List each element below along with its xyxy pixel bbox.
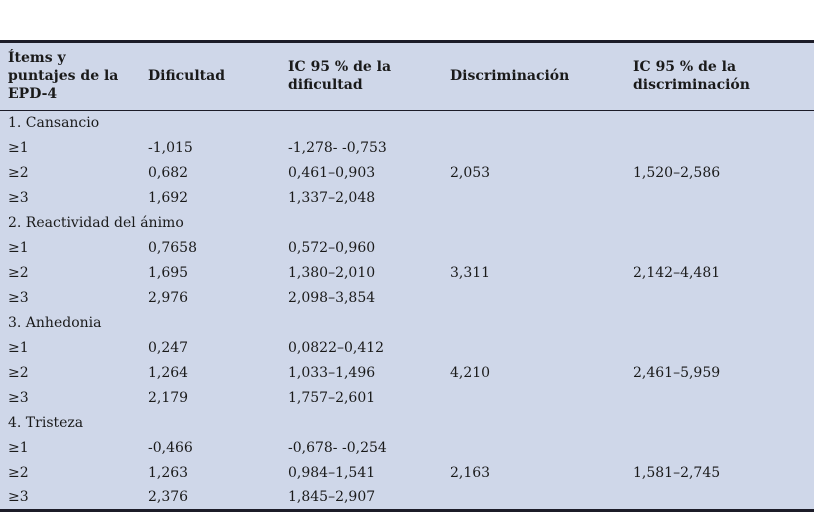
cell-dificultad: 1,692 xyxy=(148,189,189,206)
cell-dificultad: 0,247 xyxy=(148,339,189,356)
cell-item: ≥1 xyxy=(8,239,29,256)
table-row: ≥2 0,682 0,461–0,903 2,053 1,520–2,586 xyxy=(0,160,814,185)
cell-ic_discriminacion xyxy=(625,185,814,210)
category-label: 4. Tristeza xyxy=(8,414,84,431)
cell-ic_discriminacion xyxy=(625,285,814,310)
cell-discriminacion xyxy=(442,485,625,510)
table-row: ≥1 -1,015 -1,278- -0,753 xyxy=(0,135,814,160)
table-row: ≥2 1,695 1,380–2,010 3,311 2,142–4,481 xyxy=(0,260,814,285)
cell-ic_dificultad: 1,033–1,496 xyxy=(288,364,376,381)
cell-dificultad: 2,179 xyxy=(148,389,189,406)
cell-dificultad: 0,682 xyxy=(148,164,189,181)
cell-ic_discriminacion: 2,461–5,959 xyxy=(633,364,721,381)
table-row: ≥3 2,179 1,757–2,601 xyxy=(0,385,814,410)
cell-ic_dificultad: 0,572–0,960 xyxy=(288,239,376,256)
cell-ic_dificultad: 0,984–1,541 xyxy=(288,464,376,481)
header-ic-discriminacion: IC 95 % de la discriminación xyxy=(625,41,814,111)
cell-item: ≥1 xyxy=(8,139,29,156)
cell-ic_discriminacion xyxy=(625,335,814,360)
cell-dificultad: -1,015 xyxy=(148,139,193,156)
table-header: Ítems y puntajes de la EPD-4 Dificultad … xyxy=(0,41,814,111)
cell-ic_discriminacion xyxy=(625,385,814,410)
cell-discriminacion: 2,053 xyxy=(450,164,491,181)
table-row: ≥2 1,264 1,033–1,496 4,210 2,461–5,959 xyxy=(0,360,814,385)
header-dificultad: Dificultad xyxy=(140,41,280,111)
cell-ic_dificultad: 1,845–2,907 xyxy=(288,488,376,505)
cell-ic_discriminacion xyxy=(625,435,814,460)
category-row: 4. Tristeza xyxy=(0,410,814,435)
header-row: Ítems y puntajes de la EPD-4 Dificultad … xyxy=(0,41,814,111)
cell-dificultad: 2,376 xyxy=(148,488,189,505)
table-row: ≥2 1,263 0,984–1,541 2,163 1,581–2,745 xyxy=(0,460,814,485)
cell-dificultad: 1,695 xyxy=(148,264,189,281)
cell-dificultad: 2,976 xyxy=(148,289,189,306)
cell-item: ≥2 xyxy=(8,264,29,281)
header-items: Ítems y puntajes de la EPD-4 xyxy=(0,41,140,111)
table-body: 1. Cansancio ≥1 -1,015 -1,278- -0,753 ≥2 0,68… xyxy=(0,110,814,510)
cell-item: ≥1 xyxy=(8,339,29,356)
cell-ic_dificultad: 1,380–2,010 xyxy=(288,264,376,281)
cell-ic_dificultad: 0,461–0,903 xyxy=(288,164,376,181)
header-discriminacion: Discriminación xyxy=(442,41,625,111)
header-ic-dificultad: IC 95 % de la dificultad xyxy=(280,41,442,111)
category-row: 1. Cansancio xyxy=(0,110,814,135)
cell-item: ≥1 xyxy=(8,439,29,456)
category-row: 3. Anhedonia xyxy=(0,310,814,335)
cell-item: ≥3 xyxy=(8,189,29,206)
cell-discriminacion xyxy=(442,385,625,410)
cell-dificultad: 1,264 xyxy=(148,364,189,381)
category-label: 3. Anhedonia xyxy=(8,314,102,331)
cell-discriminacion xyxy=(442,185,625,210)
cell-ic_discriminacion xyxy=(625,235,814,260)
table-row: ≥3 2,376 1,845–2,907 xyxy=(0,485,814,510)
cell-ic_dificultad: 1,337–2,048 xyxy=(288,189,376,206)
cell-ic_discriminacion xyxy=(625,135,814,160)
category-label: 2. Reactividad del ánimo xyxy=(8,214,184,231)
cell-discriminacion: 2,163 xyxy=(450,464,491,481)
irt-parameters-table-wrap: Ítems y puntajes de la EPD-4 Dificultad … xyxy=(0,40,814,512)
cell-item: ≥2 xyxy=(8,364,29,381)
cell-item: ≥3 xyxy=(8,289,29,306)
table-row: ≥1 0,247 0,0822–0,412 xyxy=(0,335,814,360)
table-row: ≥3 2,976 2,098–3,854 xyxy=(0,285,814,310)
cell-ic_dificultad: -1,278- -0,753 xyxy=(288,139,387,156)
cell-dificultad: 1,263 xyxy=(148,464,189,481)
cell-dificultad: -0,466 xyxy=(148,439,193,456)
category-row: 2. Reactividad del ánimo xyxy=(0,210,814,235)
cell-item: ≥2 xyxy=(8,464,29,481)
cell-ic_discriminacion: 2,142–4,481 xyxy=(633,264,721,281)
cell-item: ≥3 xyxy=(8,488,29,505)
table-row: ≥1 -0,466 -0,678- -0,254 xyxy=(0,435,814,460)
cell-ic_dificultad: -0,678- -0,254 xyxy=(288,439,387,456)
table-row: ≥3 1,692 1,337–2,048 xyxy=(0,185,814,210)
cell-ic_dificultad: 1,757–2,601 xyxy=(288,389,376,406)
cell-ic_dificultad: 2,098–3,854 xyxy=(288,289,376,306)
cell-dificultad: 0,7658 xyxy=(148,239,197,256)
cell-item: ≥2 xyxy=(8,164,29,181)
cell-discriminacion xyxy=(442,135,625,160)
irt-parameters-table: Ítems y puntajes de la EPD-4 Dificultad … xyxy=(0,40,814,512)
cell-discriminacion: 3,311 xyxy=(450,264,491,281)
cell-discriminacion xyxy=(442,435,625,460)
category-label: 1. Cansancio xyxy=(8,114,100,131)
cell-item: ≥3 xyxy=(8,389,29,406)
cell-ic_discriminacion xyxy=(625,485,814,510)
cell-ic_discriminacion: 1,581–2,745 xyxy=(633,464,721,481)
cell-discriminacion xyxy=(442,285,625,310)
cell-discriminacion xyxy=(442,335,625,360)
cell-ic_discriminacion: 1,520–2,586 xyxy=(633,164,721,181)
cell-discriminacion xyxy=(442,235,625,260)
cell-discriminacion: 4,210 xyxy=(450,364,491,381)
table-row: ≥1 0,7658 0,572–0,960 xyxy=(0,235,814,260)
cell-ic_dificultad: 0,0822–0,412 xyxy=(288,339,385,356)
